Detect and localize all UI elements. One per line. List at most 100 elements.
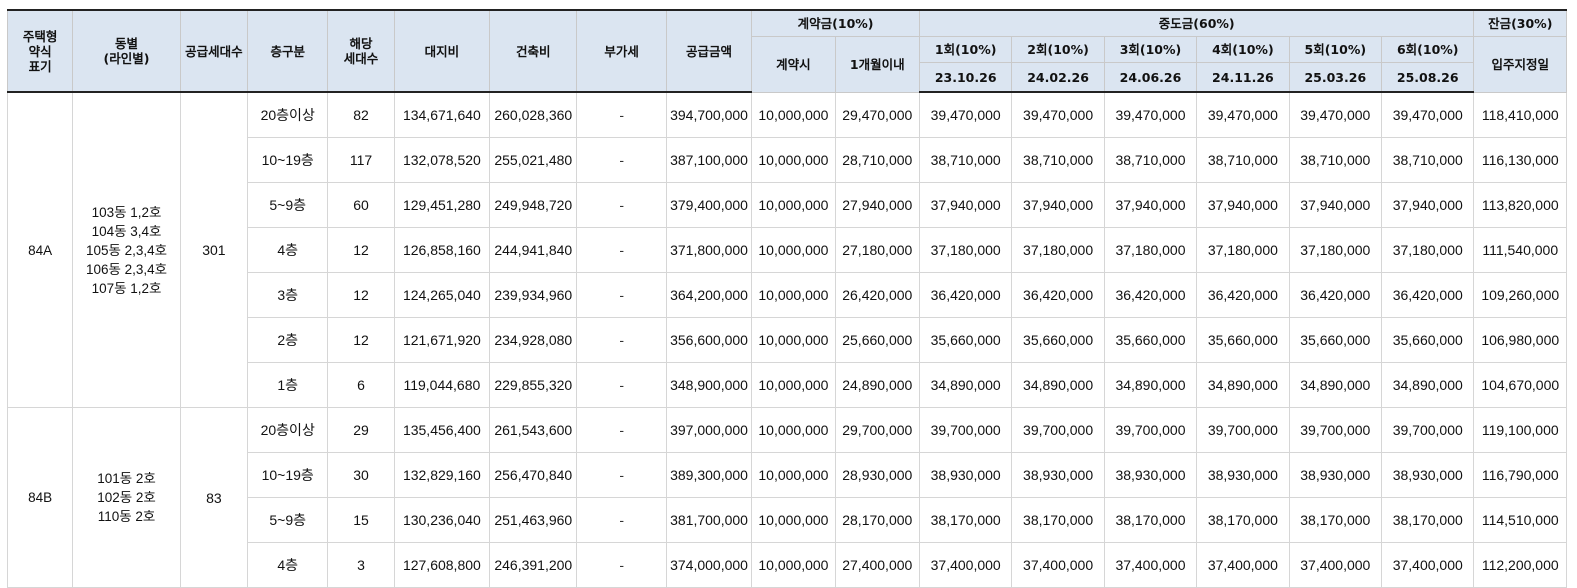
m2-cell: 39,700,000: [1011, 407, 1105, 453]
balance-cell: 111,540,000: [1473, 227, 1567, 273]
m6-cell: 38,930,000: [1380, 452, 1475, 498]
balance-cell: 119,100,000: [1473, 407, 1567, 453]
dong-line: 105동 2,3,4호: [85, 242, 168, 258]
m4-cell: 35,660,000: [1196, 317, 1290, 363]
m2-cell: 37,940,000: [1011, 182, 1105, 228]
units-cell: 15: [327, 497, 395, 543]
m6-cell: 35,660,000: [1380, 317, 1475, 363]
m5-cell: 38,170,000: [1288, 497, 1383, 543]
header-dong: 동별 (라인별): [72, 9, 181, 93]
total-cell: 364,200,000: [665, 272, 753, 318]
land-cell: 121,671,920: [393, 317, 491, 363]
vat-cell: -: [576, 317, 667, 363]
building-cell: 249,948,720: [489, 182, 578, 228]
vat-cell: -: [576, 227, 667, 273]
dong-line: 106동 2,3,4호: [85, 261, 168, 277]
header-building: 건축비: [489, 9, 578, 93]
header-date-3: 24.06.26: [1103, 62, 1198, 93]
header-middle-group: 중도금(60%): [918, 9, 1475, 37]
total-cell: 356,600,000: [665, 317, 753, 363]
m3-cell: 39,470,000: [1103, 91, 1198, 138]
m1-cell: 34,890,000: [918, 362, 1013, 408]
month-cell: 28,930,000: [834, 452, 920, 498]
m1-cell: 38,710,000: [918, 137, 1013, 183]
m3-cell: 36,420,000: [1103, 272, 1198, 318]
header-middle-1: 1회(10%): [918, 36, 1013, 63]
balance-cell: 113,820,000: [1473, 182, 1567, 228]
price-table-container: 주택형 약식 표기 동별 (라인별) 공급세대수 층구분 해당 세대수 대지비 …: [6, 9, 1567, 588]
units-cell: 117: [327, 137, 395, 183]
balance-cell: 116,790,000: [1473, 452, 1567, 498]
table-row: 1층 6 119,044,680 229,855,320-348,900,000 10,…: [8, 362, 1567, 408]
m6-cell: 34,890,000: [1380, 362, 1475, 408]
header-middle-6: 6회(10%): [1380, 36, 1475, 63]
m5-cell: 35,660,000: [1288, 317, 1383, 363]
dong-cell: 101동 2호 102동 2호 110동 2호: [72, 407, 181, 588]
header-deposit-month: 1개월이내: [834, 36, 920, 93]
table-row: 4층 12 126,858,160 244,941,840-371,800,000 10…: [8, 227, 1567, 273]
month-cell: 25,660,000: [834, 317, 920, 363]
floor-cell: 3층: [247, 272, 329, 318]
dong-line: 102동 2호: [97, 490, 156, 505]
m1-cell: 37,180,000: [918, 227, 1013, 273]
supply-count-cell: 301: [179, 91, 249, 408]
m5-cell: 37,180,000: [1288, 227, 1383, 273]
m3-cell: 35,660,000: [1103, 317, 1198, 363]
m1-cell: 36,420,000: [918, 272, 1013, 318]
header-date-2: 24.02.26: [1011, 62, 1105, 93]
header-middle-2: 2회(10%): [1011, 36, 1105, 63]
table-row: 5~9층 60 129,451,280 249,948,720-379,400,000…: [8, 182, 1567, 228]
sign-cell: 10,000,000: [751, 407, 836, 453]
m6-cell: 37,940,000: [1380, 182, 1475, 228]
m5-cell: 38,930,000: [1288, 452, 1383, 498]
land-cell: 126,858,160: [393, 227, 491, 273]
table-body: 84A 103동 1,2호 104동 3,4호 105동 2,3,4호 106동 2,3…: [6, 91, 1567, 588]
land-cell: 129,451,280: [393, 182, 491, 228]
building-cell: 244,941,840: [489, 227, 578, 273]
header-date-5: 25.03.26: [1288, 62, 1383, 93]
units-cell: 12: [327, 317, 395, 363]
sign-cell: 10,000,000: [751, 362, 836, 408]
table-row: 3층 12 124,265,040 239,934,960-364,200,000 10…: [8, 272, 1567, 318]
total-cell: 381,700,000: [665, 497, 753, 543]
m3-cell: 37,180,000: [1103, 227, 1198, 273]
floor-cell: 4층: [247, 227, 329, 273]
header-deposit-sign: 계약시: [751, 36, 836, 93]
building-cell: 256,470,840: [489, 452, 578, 498]
m4-cell: 37,940,000: [1196, 182, 1290, 228]
header-land: 대지비: [393, 9, 491, 93]
sign-cell: 10,000,000: [751, 542, 836, 588]
header-middle-5: 5회(10%): [1288, 36, 1383, 63]
sign-cell: 10,000,000: [751, 137, 836, 183]
table-row: 84B 101동 2호 102동 2호 110동 2호 83 20층이상 29 135,456…: [6, 407, 1567, 588]
header-date-4: 24.11.26: [1196, 62, 1290, 93]
floor-cell: 5~9층: [247, 182, 329, 228]
header-balance-group: 잔금(30%): [1473, 9, 1567, 37]
sign-cell: 10,000,000: [751, 452, 836, 498]
m5-cell: 39,470,000: [1288, 91, 1383, 138]
vat-cell: -: [576, 182, 667, 228]
m2-cell: 38,930,000: [1011, 452, 1105, 498]
vat-cell: -: [576, 362, 667, 408]
m4-cell: 37,400,000: [1196, 542, 1290, 588]
sign-cell: 10,000,000: [751, 182, 836, 228]
table-row: 4층 3 127,608,800 246,391,200-374,000,000 10,…: [8, 542, 1567, 588]
m1-cell: 38,930,000: [918, 452, 1013, 498]
table-row: 10~19층 30 132,829,160 256,470,840-389,300,0…: [8, 452, 1567, 498]
header-floor: 층구분: [247, 9, 329, 93]
header-supply: 공급세대수: [179, 9, 249, 93]
units-cell: 3: [327, 542, 395, 588]
building-cell: 239,934,960: [489, 272, 578, 318]
dong-line: 104동 3,4호: [91, 223, 162, 239]
m2-cell: 37,180,000: [1011, 227, 1105, 273]
dong-cell: 103동 1,2호 104동 3,4호 105동 2,3,4호 106동 2,3,4호…: [72, 91, 181, 408]
land-cell: 132,829,160: [393, 452, 491, 498]
supply-count-cell: 83: [179, 407, 249, 588]
m5-cell: 38,710,000: [1288, 137, 1383, 183]
m3-cell: 34,890,000: [1103, 362, 1198, 408]
m1-cell: 35,660,000: [918, 317, 1013, 363]
header-middle-3: 3회(10%): [1103, 36, 1198, 63]
land-cell: 119,044,680: [393, 362, 491, 408]
m2-cell: 38,710,000: [1011, 137, 1105, 183]
m5-cell: 39,700,000: [1288, 407, 1383, 453]
